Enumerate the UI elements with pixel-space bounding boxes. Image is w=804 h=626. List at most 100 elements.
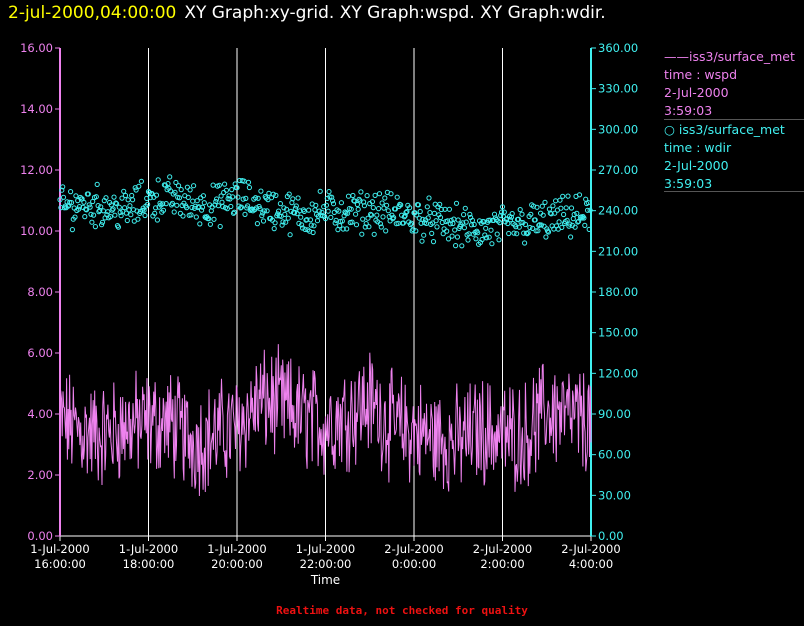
wdir-data-point (196, 204, 202, 210)
right-y-tick-label: 300.00 (598, 122, 638, 136)
wdir-data-point (76, 206, 82, 212)
wdir-data-point (488, 227, 494, 233)
wdir-data-point (494, 231, 500, 237)
wdir-data-point (277, 201, 283, 207)
wdir-data-point (125, 197, 131, 203)
wdir-data-point (176, 183, 182, 189)
wdir-data-point (408, 220, 414, 226)
wdir-data-point (152, 210, 158, 216)
x-tick-label-time: 4:00:00 (569, 557, 613, 571)
wdir-data-point (199, 207, 205, 213)
wdir-data-point (401, 214, 407, 220)
wdir-data-point (59, 187, 65, 193)
left-y-tick-label: 14.00 (20, 102, 53, 116)
wdir-data-point (308, 222, 314, 228)
wdir-data-point (95, 203, 101, 209)
wdir-data-point (519, 211, 525, 217)
wdir-data-point (314, 218, 321, 224)
wdir-data-point (124, 217, 130, 224)
wdir-data-point (449, 233, 455, 239)
wdir-data-point (229, 187, 235, 193)
wdir-data-point (165, 181, 171, 187)
wdir-data-point (110, 206, 116, 212)
wdir-data-point (257, 206, 263, 212)
wdir-data-point (582, 222, 588, 228)
wdir-data-point (310, 229, 316, 236)
wdir-data-point (304, 217, 310, 223)
wdir-data-point (138, 178, 144, 184)
wdir-data-point (126, 207, 132, 213)
wdir-data-point (273, 192, 279, 198)
left-y-tick-label: 6.00 (27, 346, 53, 360)
wdir-data-point (368, 211, 374, 217)
wdir-data-point (69, 227, 76, 233)
wdir-data-point (130, 197, 136, 203)
legend-wspd-date: 2-Jul-2000 (664, 85, 729, 100)
wdir-data-point (381, 205, 387, 211)
legend-wspd-source: iss3/surface_met (689, 49, 795, 64)
wdir-data-point (437, 214, 444, 221)
wdir-data-point (325, 208, 331, 214)
wdir-data-point (533, 228, 539, 234)
wdir-data-point (534, 204, 540, 210)
wdir-data-point (85, 191, 91, 197)
wdir-data-point (306, 207, 312, 213)
wdir-data-point (382, 195, 388, 201)
wdir-data-point (348, 206, 354, 212)
wdir-data-point (366, 224, 372, 230)
wdir-data-point (206, 216, 212, 222)
wdir-data-point (421, 232, 427, 238)
wdir-data-point (285, 215, 291, 221)
wdir-data-point (384, 202, 390, 208)
legend-entry-wdir: ○ iss3/surface_met time : wdir 2-Jul-200… (664, 121, 785, 193)
wdir-data-point (330, 198, 336, 204)
wdir-data-point (525, 230, 531, 236)
wdir-data-point (559, 224, 565, 230)
wdir-data-point (316, 208, 322, 214)
wdir-data-point (91, 212, 97, 218)
wdir-data-point (330, 201, 337, 207)
wdir-data-point (403, 209, 409, 216)
wdir-data-point (76, 204, 83, 210)
left-y-tick-label: 0.00 (27, 529, 53, 543)
wdir-data-point (60, 184, 66, 190)
wdir-data-point (438, 206, 444, 213)
wdir-data-point (515, 216, 522, 222)
legend-circle-symbol: ○ (664, 122, 675, 137)
wdir-data-point (145, 201, 151, 207)
wdir-data-point (557, 197, 563, 203)
right-y-tick-label: 240.00 (598, 204, 638, 218)
wdir-data-point (532, 217, 538, 223)
right-y-tick-label: 120.00 (598, 366, 638, 380)
wdir-data-point (292, 205, 298, 211)
wdir-data-point (160, 201, 166, 207)
wdir-data-point (258, 188, 264, 194)
wdir-data-point (190, 198, 196, 204)
wdir-data-point (574, 210, 580, 216)
wdir-data-point (333, 217, 339, 223)
legend-divider (664, 119, 804, 120)
wdir-data-point (499, 209, 505, 215)
wdir-data-point (391, 215, 397, 221)
wdir-data-point (459, 243, 465, 249)
wdir-data-point (496, 237, 502, 243)
wdir-data-point (543, 234, 549, 240)
wdir-data-point (576, 192, 583, 198)
wdir-data-point (402, 213, 408, 219)
wdir-data-point (415, 202, 421, 208)
wdir-data-point (317, 188, 323, 194)
left-y-tick-label: 8.00 (27, 285, 53, 299)
wdir-data-point (538, 222, 545, 228)
wspd-series-line (59, 344, 592, 497)
wdir-data-point (121, 188, 127, 194)
wdir-data-point (545, 228, 551, 234)
wdir-data-point (575, 219, 581, 225)
wdir-data-point (461, 212, 467, 218)
left-y-tick-label: 4.00 (27, 407, 53, 421)
wdir-data-point (113, 200, 119, 206)
wdir-data-point (283, 219, 289, 225)
wdir-data-point (282, 211, 288, 217)
wdir-data-point (184, 184, 190, 190)
wdir-data-point (107, 214, 114, 220)
legend-wspd-variable: time : wspd (664, 67, 738, 82)
